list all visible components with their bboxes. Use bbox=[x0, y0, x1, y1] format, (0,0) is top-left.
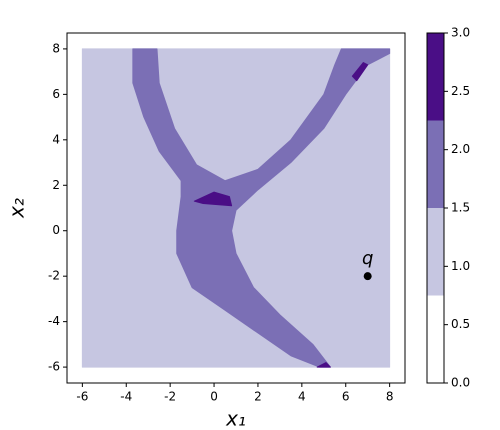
y-tick-label: 6 bbox=[52, 87, 60, 101]
x-tick-label: 6 bbox=[342, 390, 350, 404]
contour-region bbox=[316, 362, 331, 368]
x-tick-label: 0 bbox=[210, 390, 218, 404]
contour-region bbox=[193, 191, 233, 207]
colorbar-band bbox=[427, 208, 444, 296]
x-tick-label: 8 bbox=[386, 390, 394, 404]
y-tick-label: 0 bbox=[52, 223, 60, 237]
contour-region bbox=[351, 62, 369, 82]
colorbar-tick-label: 1.0 bbox=[451, 259, 470, 273]
colorbar-band bbox=[427, 120, 444, 208]
y-tick-label: 8 bbox=[52, 41, 60, 55]
point bbox=[363, 272, 372, 281]
x-tick-label: 2 bbox=[254, 390, 262, 404]
point-label: q bbox=[362, 248, 373, 269]
colorbar-tick-label: 2.5 bbox=[451, 84, 470, 98]
colorbar-tick-label: 1.5 bbox=[451, 201, 470, 215]
y-tick-label: -2 bbox=[48, 269, 60, 283]
plot-frame bbox=[66, 32, 406, 384]
x-tick-label: -4 bbox=[120, 390, 132, 404]
colorbar-band bbox=[427, 33, 444, 121]
y-tick-label: -4 bbox=[48, 314, 60, 328]
colorbar-tick-label: 2.0 bbox=[451, 142, 470, 156]
x-tick-label: -6 bbox=[76, 390, 88, 404]
contour-region bbox=[132, 48, 391, 368]
x-tick-label: 4 bbox=[298, 390, 306, 404]
colorbar-tick-label: 3.0 bbox=[451, 26, 470, 40]
colorbar-tick-label: 0.0 bbox=[451, 376, 470, 390]
colorbar-tick-label: 0.5 bbox=[451, 317, 470, 331]
x-tick-label: -2 bbox=[164, 390, 176, 404]
y-tick-label: 2 bbox=[52, 178, 60, 192]
colorbar-band bbox=[427, 295, 444, 383]
y-tick-label: -6 bbox=[48, 360, 60, 374]
y-axis-label: x₂ bbox=[5, 198, 29, 219]
y-tick-label: 4 bbox=[52, 132, 60, 146]
x-axis-label: x₁ bbox=[225, 407, 246, 430]
